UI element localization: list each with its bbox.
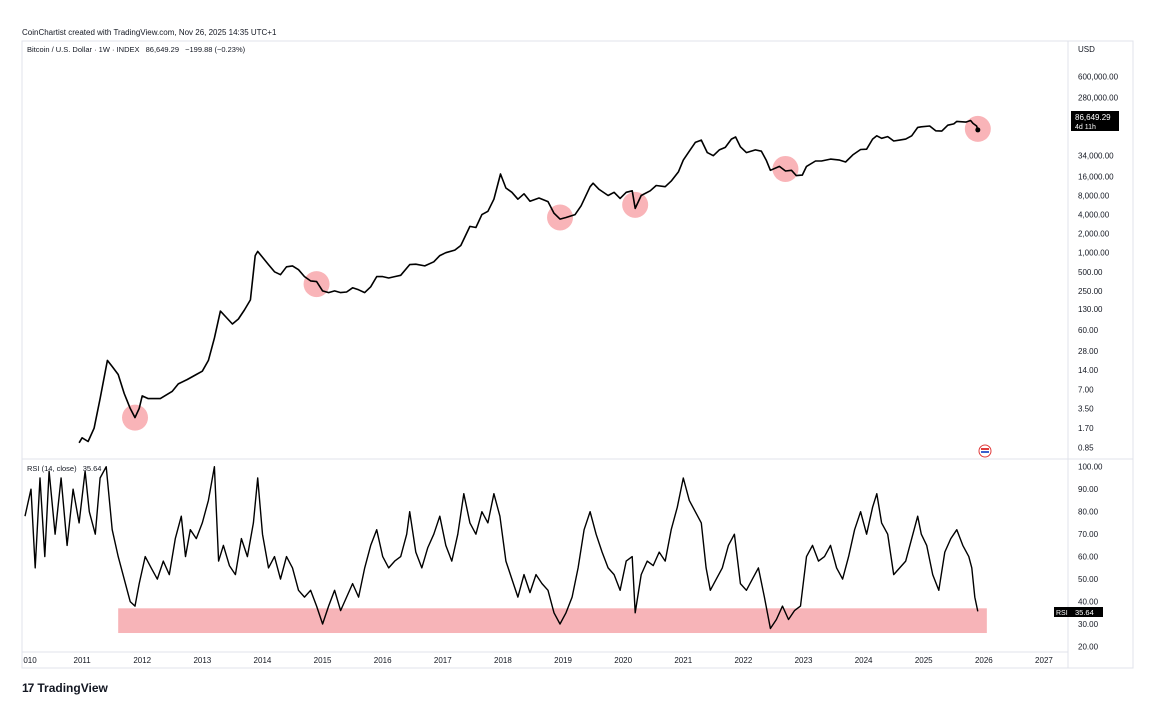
rsi-tick-label: 70.00: [1078, 530, 1099, 539]
rsi-tag-label: RSI: [1056, 610, 1068, 617]
price-tick-label: 2,000.00: [1078, 230, 1110, 239]
chart-frame: [21, 40, 1134, 669]
price-tick-label: 60.00: [1078, 326, 1099, 335]
rsi-tick-label: 30.00: [1078, 620, 1099, 629]
price-tick-label: 4,000.00: [1078, 211, 1110, 220]
price-tick-label: 280,000.00: [1078, 94, 1119, 103]
rsi-tick-label: 20.00: [1078, 643, 1099, 652]
rsi-tick-label: 60.00: [1078, 553, 1099, 562]
last-price-marker: [975, 127, 981, 133]
events-flag-icon[interactable]: [978, 444, 992, 458]
time-tick-label: 2024: [855, 656, 873, 665]
price-line: [78, 119, 979, 444]
price-tick-label: 1,000.00: [1078, 249, 1110, 258]
highlight-circle: [772, 155, 799, 182]
price-tick-label: 600,000.00: [1078, 73, 1119, 82]
time-tick-label: 2015: [314, 656, 332, 665]
time-tick-label: 010: [23, 656, 37, 665]
time-tick-label: 2018: [494, 656, 512, 665]
time-tick-label: 2022: [734, 656, 752, 665]
time-tick-label: 2017: [434, 656, 452, 665]
countdown: 4d 11h: [1075, 124, 1096, 131]
time-tick-label: 2016: [374, 656, 392, 665]
rsi-legend-value: 35.64: [83, 464, 102, 473]
attribution: CoinChartist created with TradingView.co…: [22, 28, 277, 37]
time-tick-label: 2013: [193, 656, 211, 665]
time-tick-label: 2019: [554, 656, 572, 665]
brand-name: TradingView: [37, 681, 108, 695]
tradingview-brand[interactable]: 17 TradingView: [22, 681, 108, 695]
price-tick-label: 250.00: [1078, 287, 1103, 296]
last-price-tag: 86,649.29 4d 11h: [1071, 111, 1119, 131]
rsi-legend: RSI (14, close) 35.64: [27, 464, 101, 473]
price-tick-label: 0.85: [1078, 443, 1094, 452]
time-tick-label: 2023: [795, 656, 813, 665]
time-tick-label: 2026: [975, 656, 993, 665]
time-tick-label: 2025: [915, 656, 933, 665]
rsi-legend-label: RSI (14, close): [27, 464, 77, 473]
rsi-tag-value: 35.64: [1075, 608, 1094, 617]
last-price-value: 86,649.29: [1075, 113, 1111, 122]
price-tick-label: 1.70: [1078, 424, 1094, 433]
legend-change: −199.88 (−0.23%): [185, 45, 246, 54]
rsi-oversold-band: [118, 608, 987, 634]
price-tick-label: 28.00: [1078, 347, 1099, 356]
rsi-value-tag: RSI 35.64: [1054, 607, 1103, 617]
symbol-name: Bitcoin / U.S. Dollar · 1W · INDEX: [27, 45, 140, 54]
rsi-tick-label: 80.00: [1078, 508, 1099, 517]
time-tick-label: 2027: [1035, 656, 1053, 665]
highlight-circle: [303, 271, 330, 298]
rsi-line: [24, 466, 979, 630]
legend-price: 86,649.29: [146, 45, 179, 54]
time-tick-label: 2014: [254, 656, 272, 665]
price-tick-label: 500.00: [1078, 268, 1103, 277]
price-tick-label: 16,000.00: [1078, 172, 1114, 181]
rsi-tick-label: 100.00: [1078, 463, 1103, 472]
symbol-legend: Bitcoin / U.S. Dollar · 1W · INDEX 86,64…: [27, 45, 246, 54]
rsi-tick-label: 50.00: [1078, 575, 1099, 584]
price-tick-label: 14.00: [1078, 366, 1099, 375]
currency-label: USD: [1078, 45, 1095, 54]
rsi-tick-label: 40.00: [1078, 598, 1099, 607]
rsi-tick-label: 90.00: [1078, 485, 1099, 494]
price-tick-label: 8,000.00: [1078, 192, 1110, 201]
price-tick-label: 3.50: [1078, 404, 1094, 413]
price-tick-label: 130.00: [1078, 305, 1103, 314]
price-tick-label: 34,000.00: [1078, 152, 1114, 161]
time-tick-label: 2021: [674, 656, 692, 665]
time-tick-label: 2012: [133, 656, 151, 665]
time-tick-label: 2020: [614, 656, 632, 665]
price-tick-label: 7.00: [1078, 385, 1094, 394]
time-tick-label: 2011: [74, 656, 92, 665]
tradingview-logo-icon: 17: [22, 681, 34, 695]
